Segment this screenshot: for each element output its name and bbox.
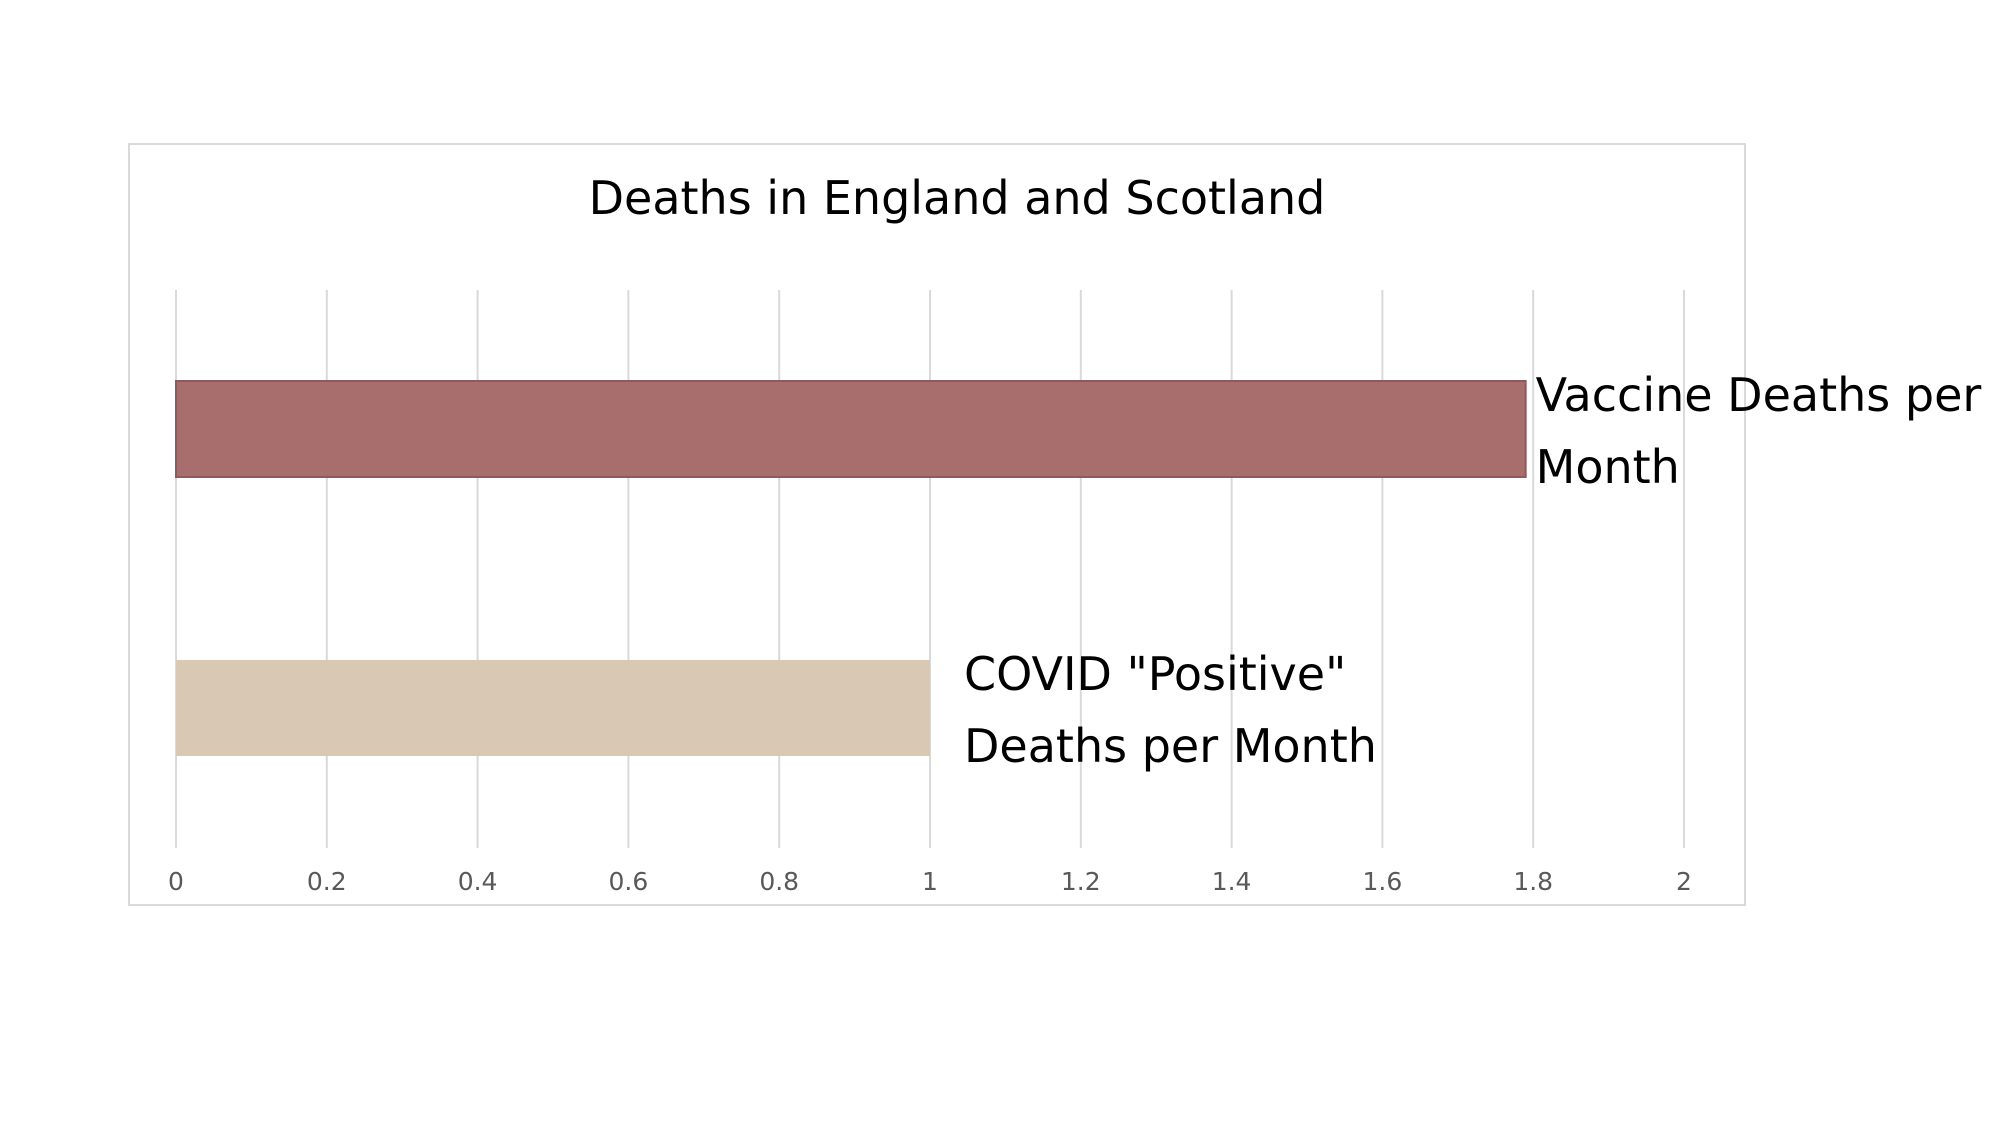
chart-frame (128, 143, 1746, 906)
x-tick-label: 1.8 (1513, 867, 1553, 896)
bar (175, 380, 1527, 478)
x-tick-label: 0.2 (307, 867, 347, 896)
x-tick-label: 1.6 (1363, 867, 1403, 896)
bar-label: Month (1536, 440, 1680, 494)
x-tick-label: 2 (1676, 867, 1692, 896)
x-tick-label: 0 (168, 867, 184, 896)
bar-label: Vaccine Deaths per (1536, 368, 1982, 422)
bar (176, 660, 930, 756)
chart-title: Deaths in England and Scotland (589, 171, 1326, 225)
x-tick-label: 0.8 (759, 867, 799, 896)
x-tick-label: 1 (922, 867, 938, 896)
x-tick-label: 1.2 (1061, 867, 1101, 896)
x-axis-ticks: 0 0.2 0.4 0.6 0.8 1 1.2 1.4 1.6 1.8 2 (168, 867, 1692, 896)
bar-labels: Vaccine Deaths per Month COVID "Positive" D… (964, 368, 1981, 773)
x-tick-label: 1.4 (1212, 867, 1252, 896)
x-tick-label: 0.4 (458, 867, 498, 896)
bars (175, 380, 1527, 756)
x-tick-label: 0.6 (609, 867, 649, 896)
bar-label: COVID "Positive" (964, 647, 1346, 701)
gridlines (175, 290, 1685, 848)
bar-label: Deaths per Month (964, 719, 1377, 773)
